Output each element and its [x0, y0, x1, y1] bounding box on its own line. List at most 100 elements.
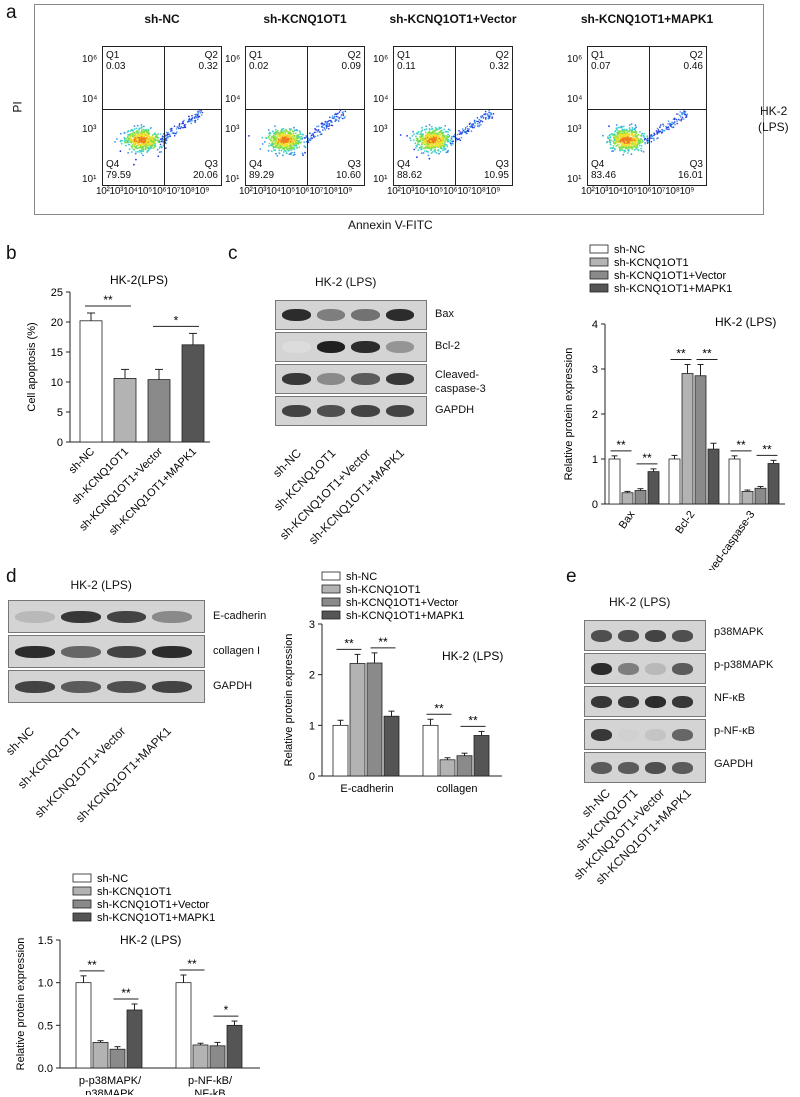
blot-band	[645, 761, 666, 774]
quadrant-q1-label: Q1	[591, 50, 605, 61]
bar	[209, 1045, 226, 1069]
legend-label: sh-KCNQ1OT1	[346, 584, 421, 596]
blot-band	[645, 629, 666, 642]
quadrant-q4-value: 89.29	[249, 170, 275, 181]
quadrant-q4: Q4 89.29	[249, 159, 274, 181]
x-category-label: E-cadherin	[340, 783, 393, 795]
chart-title: HK-2 (LPS)	[715, 315, 776, 329]
significance-mark: **	[378, 635, 388, 649]
bar	[728, 458, 741, 505]
y-tick-label: 3	[309, 619, 315, 631]
blot-band	[282, 309, 311, 321]
flow-side-label-cell: HK-2	[760, 104, 788, 118]
blot-band	[672, 629, 693, 642]
quadrant-q3-label: Q3	[495, 159, 509, 170]
quadrant-q1-value: 0.03	[106, 61, 126, 72]
blot-band	[591, 629, 612, 642]
significance-mark: **	[676, 347, 686, 361]
bar	[634, 490, 647, 505]
y-tick-label: 15	[51, 347, 63, 359]
blot-band	[282, 341, 311, 353]
flow-x-ticks: 10²10³10⁴10⁵10⁶10⁷10⁸10⁹	[96, 186, 210, 197]
flow-xlabel: Annexin V-FITC	[348, 218, 433, 232]
quadrant-gate-horizontal	[103, 109, 221, 111]
x-category-label: Bax	[617, 508, 638, 531]
chart-c-protein-expression: sh-NCsh-KCNQ1OT1sh-KCNQ1OT1+Vectorsh-KCN…	[563, 244, 785, 570]
flow-scatter	[114, 109, 204, 166]
legend-swatch	[589, 283, 609, 293]
chart-e-protein-expression: sh-NCsh-KCNQ1OT1sh-KCNQ1OT1+Vectorsh-KCN…	[15, 873, 260, 1095]
flow-y-tick: 10³	[373, 124, 388, 135]
significance-mark: **	[344, 636, 354, 650]
legend-swatch	[72, 899, 92, 909]
y-tick-label: 3	[592, 364, 598, 376]
flow-y-tick: 10⁶	[567, 54, 583, 65]
legend-swatch	[321, 584, 341, 594]
blot-strip	[584, 752, 706, 783]
blot-band	[591, 662, 612, 675]
blot-band	[385, 341, 414, 353]
legend-label: sh-NC	[614, 244, 645, 256]
flow-plot: Q1 0.02 Q2 0.09 Q4 89.29 Q3 10.60	[245, 46, 365, 186]
blot-row-label: GAPDH	[213, 680, 253, 692]
quadrant-gate-vertical	[164, 47, 166, 185]
legend-swatch	[321, 571, 341, 581]
quadrant-q2-label: Q2	[495, 50, 509, 61]
flow-panel-title: sh-KCNQ1OT1+Vector	[389, 12, 517, 26]
quadrant-q2: Q2 0.32	[199, 50, 218, 72]
flow-x-ticks: 10²10³10⁴10⁵10⁶10⁷10⁸10⁹	[581, 186, 695, 197]
significance-mark: **	[468, 713, 478, 727]
blot-band	[316, 405, 345, 417]
y-axis-label: Cell apoptosis (%)	[26, 322, 38, 411]
quadrant-q2-label: Q2	[347, 50, 361, 61]
flow-y-tick: 10⁶	[82, 54, 98, 65]
legend-swatch	[589, 270, 609, 280]
panel-letter-d: d	[6, 566, 17, 587]
quadrant-q3-value: 10.60	[335, 170, 361, 181]
blot-band	[672, 761, 693, 774]
bar	[694, 375, 707, 505]
blot-strip	[275, 396, 427, 426]
significance-mark: **	[702, 347, 712, 361]
bar	[383, 715, 400, 777]
significance-mark: **	[434, 701, 444, 715]
chart-title: HK-2 (LPS)	[442, 649, 503, 663]
legend-label: sh-KCNQ1OT1+MAPK1	[346, 610, 464, 622]
blot-row-label: E-cadherin	[213, 610, 267, 622]
legend-label: sh-KCNQ1OT1+MAPK1	[614, 283, 732, 295]
x-category-label: p-p38MAPK/p38MAPK	[79, 1075, 142, 1095]
y-tick-label: 20	[51, 317, 63, 329]
flow-scatter	[248, 109, 347, 157]
blot-row-label: Bax	[435, 308, 454, 320]
y-tick-label: 5	[57, 407, 63, 419]
significance-mark: **	[762, 442, 772, 456]
blot-strip	[8, 670, 205, 703]
flow-plot: Q1 0.03 Q2 0.32 Q4 79.59 Q3 20.06	[102, 46, 222, 186]
blot-band	[60, 610, 101, 623]
y-axis-label: Relative protein expression	[15, 938, 27, 1071]
legend-label: sh-KCNQ1OT1+Vector	[614, 270, 727, 282]
flow-scatter	[399, 109, 495, 160]
bar	[366, 662, 383, 777]
bar	[192, 1044, 209, 1069]
chart-title: HK-2(LPS)	[110, 273, 168, 287]
bar	[126, 1009, 143, 1069]
bar	[113, 378, 137, 443]
legend-swatch	[321, 610, 341, 620]
blot-row-label: GAPDH	[714, 758, 754, 770]
quadrant-q3-label: Q3	[689, 159, 703, 170]
bar	[439, 759, 456, 777]
quadrant-q4-value: 83.46	[591, 170, 617, 181]
flow-x-ticks: 10²10³10⁴10⁵10⁶10⁷10⁸10⁹	[387, 186, 501, 197]
quadrant-gate-horizontal	[588, 109, 706, 111]
quadrant-q3-label: Q3	[347, 159, 361, 170]
significance-mark: *	[174, 313, 179, 327]
blot-band	[672, 728, 693, 741]
quadrant-q2-value: 0.46	[683, 61, 703, 72]
blot-band	[645, 695, 666, 708]
legend-swatch	[72, 873, 92, 883]
blot-band	[15, 645, 55, 658]
significance-mark: *	[224, 1003, 229, 1017]
panel-letter-a: a	[6, 2, 17, 23]
flow-plot: Q1 0.11 Q2 0.32 Q4 88.62 Q3 10.95	[393, 46, 513, 186]
